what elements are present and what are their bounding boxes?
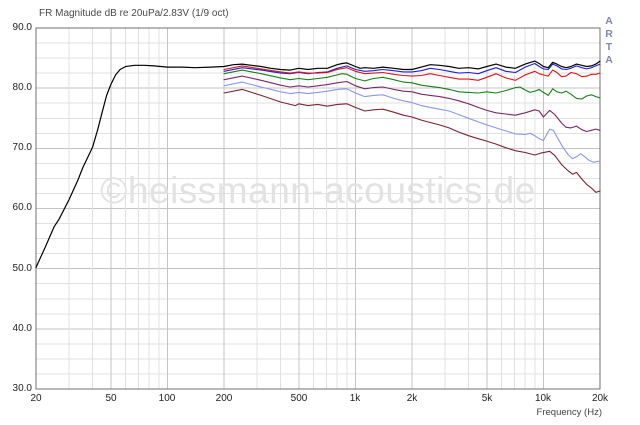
arta-logo-letter: A <box>605 15 613 27</box>
x-tick-label: 200 <box>215 393 233 404</box>
x-tick-label: 100 <box>158 393 176 404</box>
arta-logo-letter: R <box>605 28 613 40</box>
x-tick-label: 50 <box>105 393 117 404</box>
x-tick-label: 500 <box>290 393 308 404</box>
y-tick-label: 70.0 <box>12 142 32 153</box>
x-tick-label: 5k <box>481 393 493 404</box>
x-tick-label: 10k <box>534 393 552 404</box>
watermark: ©heissmann-acoustics.de <box>100 170 536 211</box>
x-axis-label: Frequency (Hz) <box>536 407 602 418</box>
chart-title: FR Magnitude dB re 20uPa/2.83V (1/9 oct) <box>39 8 229 19</box>
x-tick-label: 2k <box>406 393 418 404</box>
y-tick-label: 40.0 <box>12 323 32 334</box>
y-tick-label: 90.0 <box>12 22 32 33</box>
arta-logo: A R T A <box>601 15 617 67</box>
x-tick-label: 20k <box>591 393 609 404</box>
x-tick-label: 1k <box>349 393 361 404</box>
arta-logo-letter: A <box>605 54 613 66</box>
y-tick-label: 60.0 <box>12 202 32 213</box>
y-tick-label: 30.0 <box>12 383 32 394</box>
x-tick-label: 20 <box>30 393 42 404</box>
y-tick-label: 50.0 <box>12 263 32 274</box>
y-tick-label: 80.0 <box>12 82 32 93</box>
arta-logo-letter: T <box>605 41 613 53</box>
